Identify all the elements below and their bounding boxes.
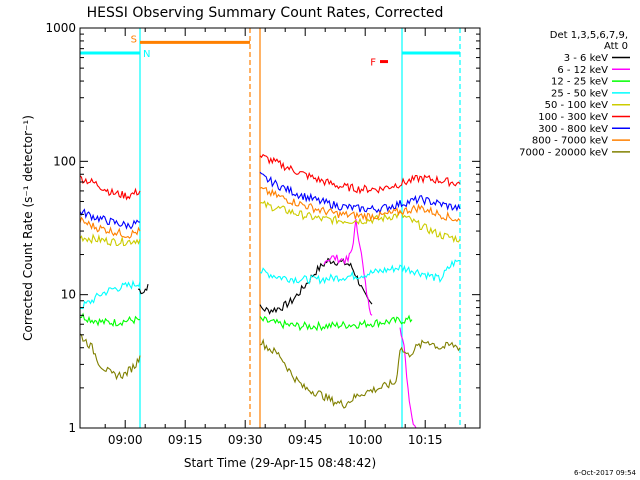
x-tick-label: 10:00 [348,433,383,447]
series-line-9 [259,338,461,409]
series-line-5 [259,200,461,244]
series-line-6 [259,153,461,195]
series-line-4 [79,279,141,310]
footer-date: 6-Oct-2017 09:54 [574,469,637,477]
legend-entry-label: 100 - 300 keV [538,112,608,123]
series-line-2 [399,327,417,429]
state-label: N [143,49,150,60]
x-tick-label: 09:00 [108,433,143,447]
series-line-7 [79,208,141,230]
x-tick-label: 09:30 [228,433,263,447]
series-line-3 [80,312,141,328]
y-tick-label: 10 [61,288,76,302]
series-line-7 [259,171,461,215]
series-line-5 [79,233,141,247]
y-tick-label: 1 [68,421,76,435]
legend-entry-label: 300 - 800 keV [538,124,608,135]
legend-entry-label: 800 - 7000 keV [532,136,608,147]
series-line-2 [323,218,373,316]
legend-entry-label: 25 - 50 keV [551,88,608,99]
series-line-8 [259,186,461,223]
x-tick-label: 10:15 [408,433,443,447]
series-line-9 [79,333,141,381]
x-tick-label: 09:15 [168,433,203,447]
state-label: F [370,58,376,69]
series-line-6 [79,175,141,201]
legend-header: Det 1,3,5,6,7,9, [550,30,628,41]
series-line-3 [259,314,413,332]
x-axis-label: Start Time (29-Apr-15 08:48:42) [184,456,376,470]
legend-atten: Att 0 [604,41,628,52]
y-tick-label: 100 [53,154,76,168]
series-line-1 [137,283,149,295]
series-line-8 [79,216,141,239]
y-axis-label: Corrected Count Rate (s⁻¹ detector⁻¹) [21,115,35,341]
legend-entry-label: 50 - 100 keV [545,100,609,111]
y-tick-label: 1000 [45,21,76,35]
state-label: S [131,34,137,45]
legend-entry-label: 6 - 12 keV [557,65,608,76]
series-line-4 [259,259,460,285]
legend-entry-label: 12 - 25 keV [551,77,608,88]
plot-frame [79,27,481,429]
series-line-1 [259,257,373,316]
chart-title: HESSI Observing Summary Count Rates, Cor… [87,5,444,21]
legend-entry-label: 7000 - 20000 keV [519,147,608,158]
legend-entry-label: 3 - 6 keV [564,53,608,64]
x-tick-label: 09:45 [288,433,323,447]
